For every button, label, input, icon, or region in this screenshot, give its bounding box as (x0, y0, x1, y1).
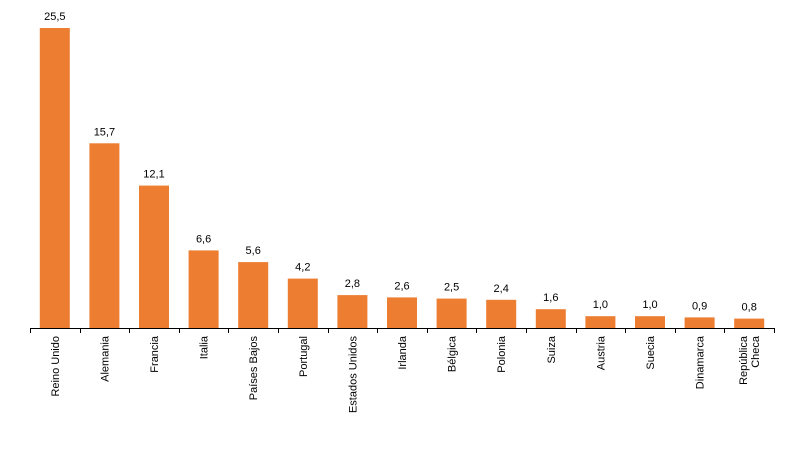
bar (635, 316, 665, 328)
category-label-line: Irlanda (397, 335, 409, 370)
x-axis (30, 328, 775, 333)
value-label: 1,0 (642, 299, 657, 311)
value-label: 1,0 (593, 299, 608, 311)
category-label-line: Portugal (298, 336, 310, 377)
bar (89, 143, 120, 328)
value-label: 6,6 (196, 233, 211, 245)
category-label: Reino Unido (50, 336, 62, 397)
value-labels-group: 25,5 15,7 12,1 6,6 5,6 4,2 2,8 2,6 2,5 2,4 1,6 1,0 1… (44, 11, 757, 314)
category-label-line: Francia (149, 335, 161, 373)
value-label: 1,6 (543, 292, 558, 304)
value-label: 4,2 (295, 262, 310, 274)
value-label: 0,9 (692, 300, 707, 312)
category-labels-group: Reino Unido Alemania Francia Italia Países B… (50, 335, 762, 413)
category-label-line: Suiza (546, 335, 558, 363)
category-label-line: Suecia (645, 335, 657, 370)
value-label: 12,1 (143, 169, 164, 181)
category-label: Italia (199, 335, 211, 359)
value-label: 2,8 (345, 278, 360, 290)
category-label: Dinamarca (695, 335, 707, 389)
category-label: Suecia (645, 335, 657, 370)
category-label: Francia (149, 335, 161, 373)
bar (188, 250, 219, 328)
value-label: 15,7 (94, 126, 115, 138)
bar (535, 309, 566, 328)
category-label: Países Bajos (248, 336, 260, 401)
category-label: Suiza (546, 335, 558, 363)
bar (734, 318, 765, 328)
bar (238, 262, 269, 328)
value-label: 2,5 (444, 282, 459, 294)
value-label: 0,8 (742, 302, 757, 314)
category-label-line: Austria (595, 335, 607, 370)
category-label-line: Polonia (496, 335, 508, 373)
category-label-line: Checa (750, 335, 762, 368)
category-label: Portugal (298, 336, 310, 377)
category-label-line: Alemania (99, 335, 111, 382)
category-label: Polonia (496, 335, 508, 373)
bar (436, 298, 467, 328)
value-label: 2,4 (494, 283, 509, 295)
category-label: Estados Unidos (347, 336, 359, 414)
category-label: Irlanda (397, 335, 409, 370)
bars-group (39, 28, 765, 328)
category-label-line: Italia (199, 335, 211, 359)
bar (684, 317, 715, 328)
category-label: Austria (595, 335, 607, 370)
bar (585, 316, 616, 328)
bar (387, 297, 417, 328)
value-label: 2,6 (394, 280, 409, 292)
category-label: Bélgica (447, 335, 459, 372)
category-label-line: República (738, 335, 750, 385)
category-label-line: Países Bajos (248, 336, 260, 401)
value-label: 5,6 (246, 245, 261, 257)
bar (287, 278, 318, 328)
category-label: RepúblicaCheca (738, 335, 762, 385)
category-label-line: Estados Unidos (347, 336, 359, 414)
value-label: 25,5 (44, 11, 65, 23)
bar (139, 185, 169, 328)
bar (337, 295, 368, 328)
category-label-line: Reino Unido (50, 336, 62, 397)
bar (39, 28, 70, 328)
category-label-line: Dinamarca (695, 335, 707, 389)
category-label: Alemania (99, 335, 111, 382)
category-label-line: Bélgica (447, 335, 459, 372)
bar (486, 299, 517, 328)
